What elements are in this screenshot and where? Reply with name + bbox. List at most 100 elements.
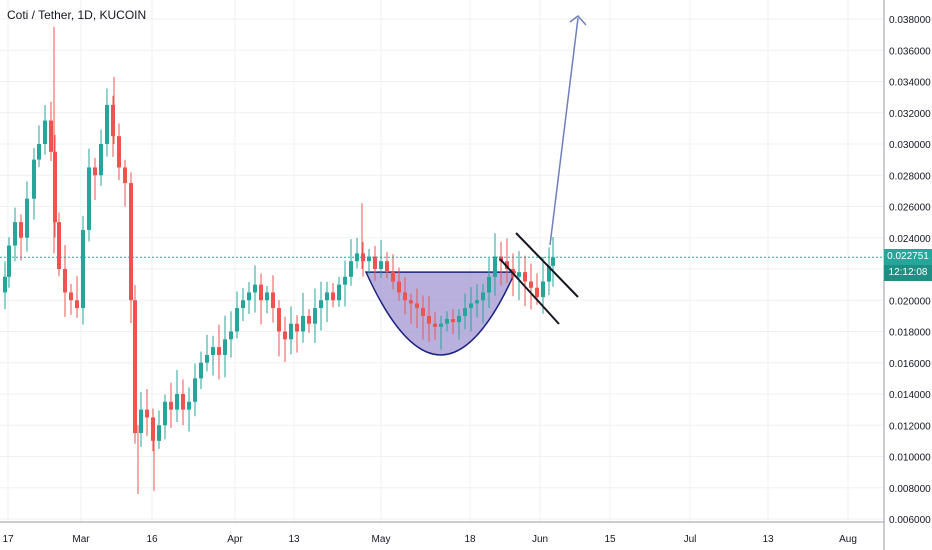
price-tick-label: 0.032000: [889, 109, 931, 120]
candle-up: [349, 261, 353, 277]
candle-up: [241, 300, 245, 309]
time-tick-label: 13: [288, 534, 300, 545]
time-axis[interactable]: 17 Mar 16 Apr 13 May 18 Jun 15 Jul 13 Aug: [0, 521, 884, 545]
time-tick-label: May: [372, 534, 391, 545]
candle-up: [211, 347, 215, 355]
candle-down: [181, 394, 185, 410]
candle-up: [235, 308, 239, 332]
chart-title: Coti / Tether, 1D, KUCOIN: [7, 8, 147, 22]
time-tick-label: 16: [146, 534, 158, 545]
candle-up: [337, 284, 341, 301]
candle-down: [277, 308, 281, 332]
time-tick-label: Apr: [227, 534, 243, 545]
candle-down: [169, 401, 173, 410]
last-price-label: 0.022751: [884, 249, 932, 266]
candle-up: [265, 292, 269, 301]
candle-down: [69, 292, 73, 301]
candle-down: [145, 409, 149, 418]
candle-down: [75, 300, 79, 309]
candle-down: [415, 303, 419, 309]
candle-down: [133, 300, 137, 434]
candle-up: [475, 300, 479, 304]
time-tick-label: Jun: [532, 534, 548, 545]
candle-up: [481, 292, 485, 301]
time-tick-label: 17: [2, 534, 14, 545]
candle-down: [421, 308, 425, 316]
candle-down: [307, 315, 311, 324]
price-tick-label: 0.006000: [889, 515, 931, 526]
candle-up: [469, 303, 473, 309]
candle-down: [427, 315, 431, 324]
candle-up: [487, 276, 491, 293]
price-tick-label: 0.014000: [889, 390, 931, 401]
candle-up: [517, 272, 521, 277]
candle-up: [247, 292, 251, 301]
candle-down: [57, 222, 61, 269]
candle-up: [439, 323, 443, 327]
time-tick-label: 18: [464, 534, 476, 545]
candle-down: [111, 104, 115, 137]
price-tick-label: 0.038000: [889, 15, 931, 26]
candle-down: [505, 261, 509, 269]
candle-up: [289, 323, 293, 340]
time-tick-label: 13: [762, 534, 774, 545]
candle-up: [87, 167, 91, 230]
candle-up: [313, 308, 317, 324]
candle-up: [463, 308, 467, 316]
candle-up: [205, 354, 209, 363]
price-tick-label: 0.034000: [889, 78, 931, 89]
candle-down: [403, 292, 407, 301]
candle-down: [529, 281, 533, 288]
candle-up: [139, 409, 143, 434]
candle-up: [81, 229, 85, 309]
candle-up: [163, 401, 167, 426]
price-tick-label: 0.028000: [889, 171, 931, 182]
price-tick-label: 0.026000: [889, 203, 931, 214]
candle-up: [187, 401, 191, 410]
candle-down: [409, 300, 413, 304]
time-tick-label: 15: [604, 534, 616, 545]
candle-up: [367, 256, 371, 262]
candle-down: [451, 319, 455, 323]
price-tick-label: 0.020000: [889, 296, 931, 307]
price-tick-label: 0.030000: [889, 140, 931, 151]
candle-up: [199, 362, 203, 379]
candle-up: [157, 425, 161, 441]
channel-upper-line: [515, 232, 579, 298]
price-tick-label: 0.036000: [889, 46, 931, 57]
candle-down: [397, 281, 401, 293]
candle-down: [391, 272, 395, 282]
time-tick-label: Aug: [839, 534, 857, 545]
candles: [3, 26, 555, 494]
candle-up: [175, 394, 179, 410]
candle-down: [385, 261, 389, 273]
candle-up: [325, 292, 329, 301]
price-tick-label: 0.010000: [889, 453, 931, 464]
candle-up: [223, 339, 227, 355]
candle-up: [541, 281, 545, 298]
candle-down: [373, 256, 377, 269]
candle-up: [253, 284, 257, 293]
candle-up: [32, 159, 36, 199]
candle-down: [271, 292, 275, 309]
candle-down: [63, 269, 67, 293]
candle-up: [105, 104, 109, 144]
target-arrow-head: [569, 14, 587, 26]
candle-up: [7, 245, 11, 277]
candle-down: [259, 284, 263, 301]
candle-up: [229, 331, 233, 340]
countdown-label: 12:12:08: [884, 265, 932, 282]
candle-up: [343, 276, 347, 285]
candle-up: [319, 300, 323, 309]
candle-up: [25, 198, 29, 238]
price-tick-label: 0.024000: [889, 234, 931, 245]
candle-down: [151, 417, 155, 441]
candle-up: [551, 257, 555, 266]
candle-down: [523, 272, 527, 282]
target-arrow-line: [549, 17, 579, 246]
candle-down: [331, 292, 335, 301]
drawings: [0, 14, 884, 325]
candle-up: [3, 276, 7, 293]
candle-down: [117, 136, 121, 168]
